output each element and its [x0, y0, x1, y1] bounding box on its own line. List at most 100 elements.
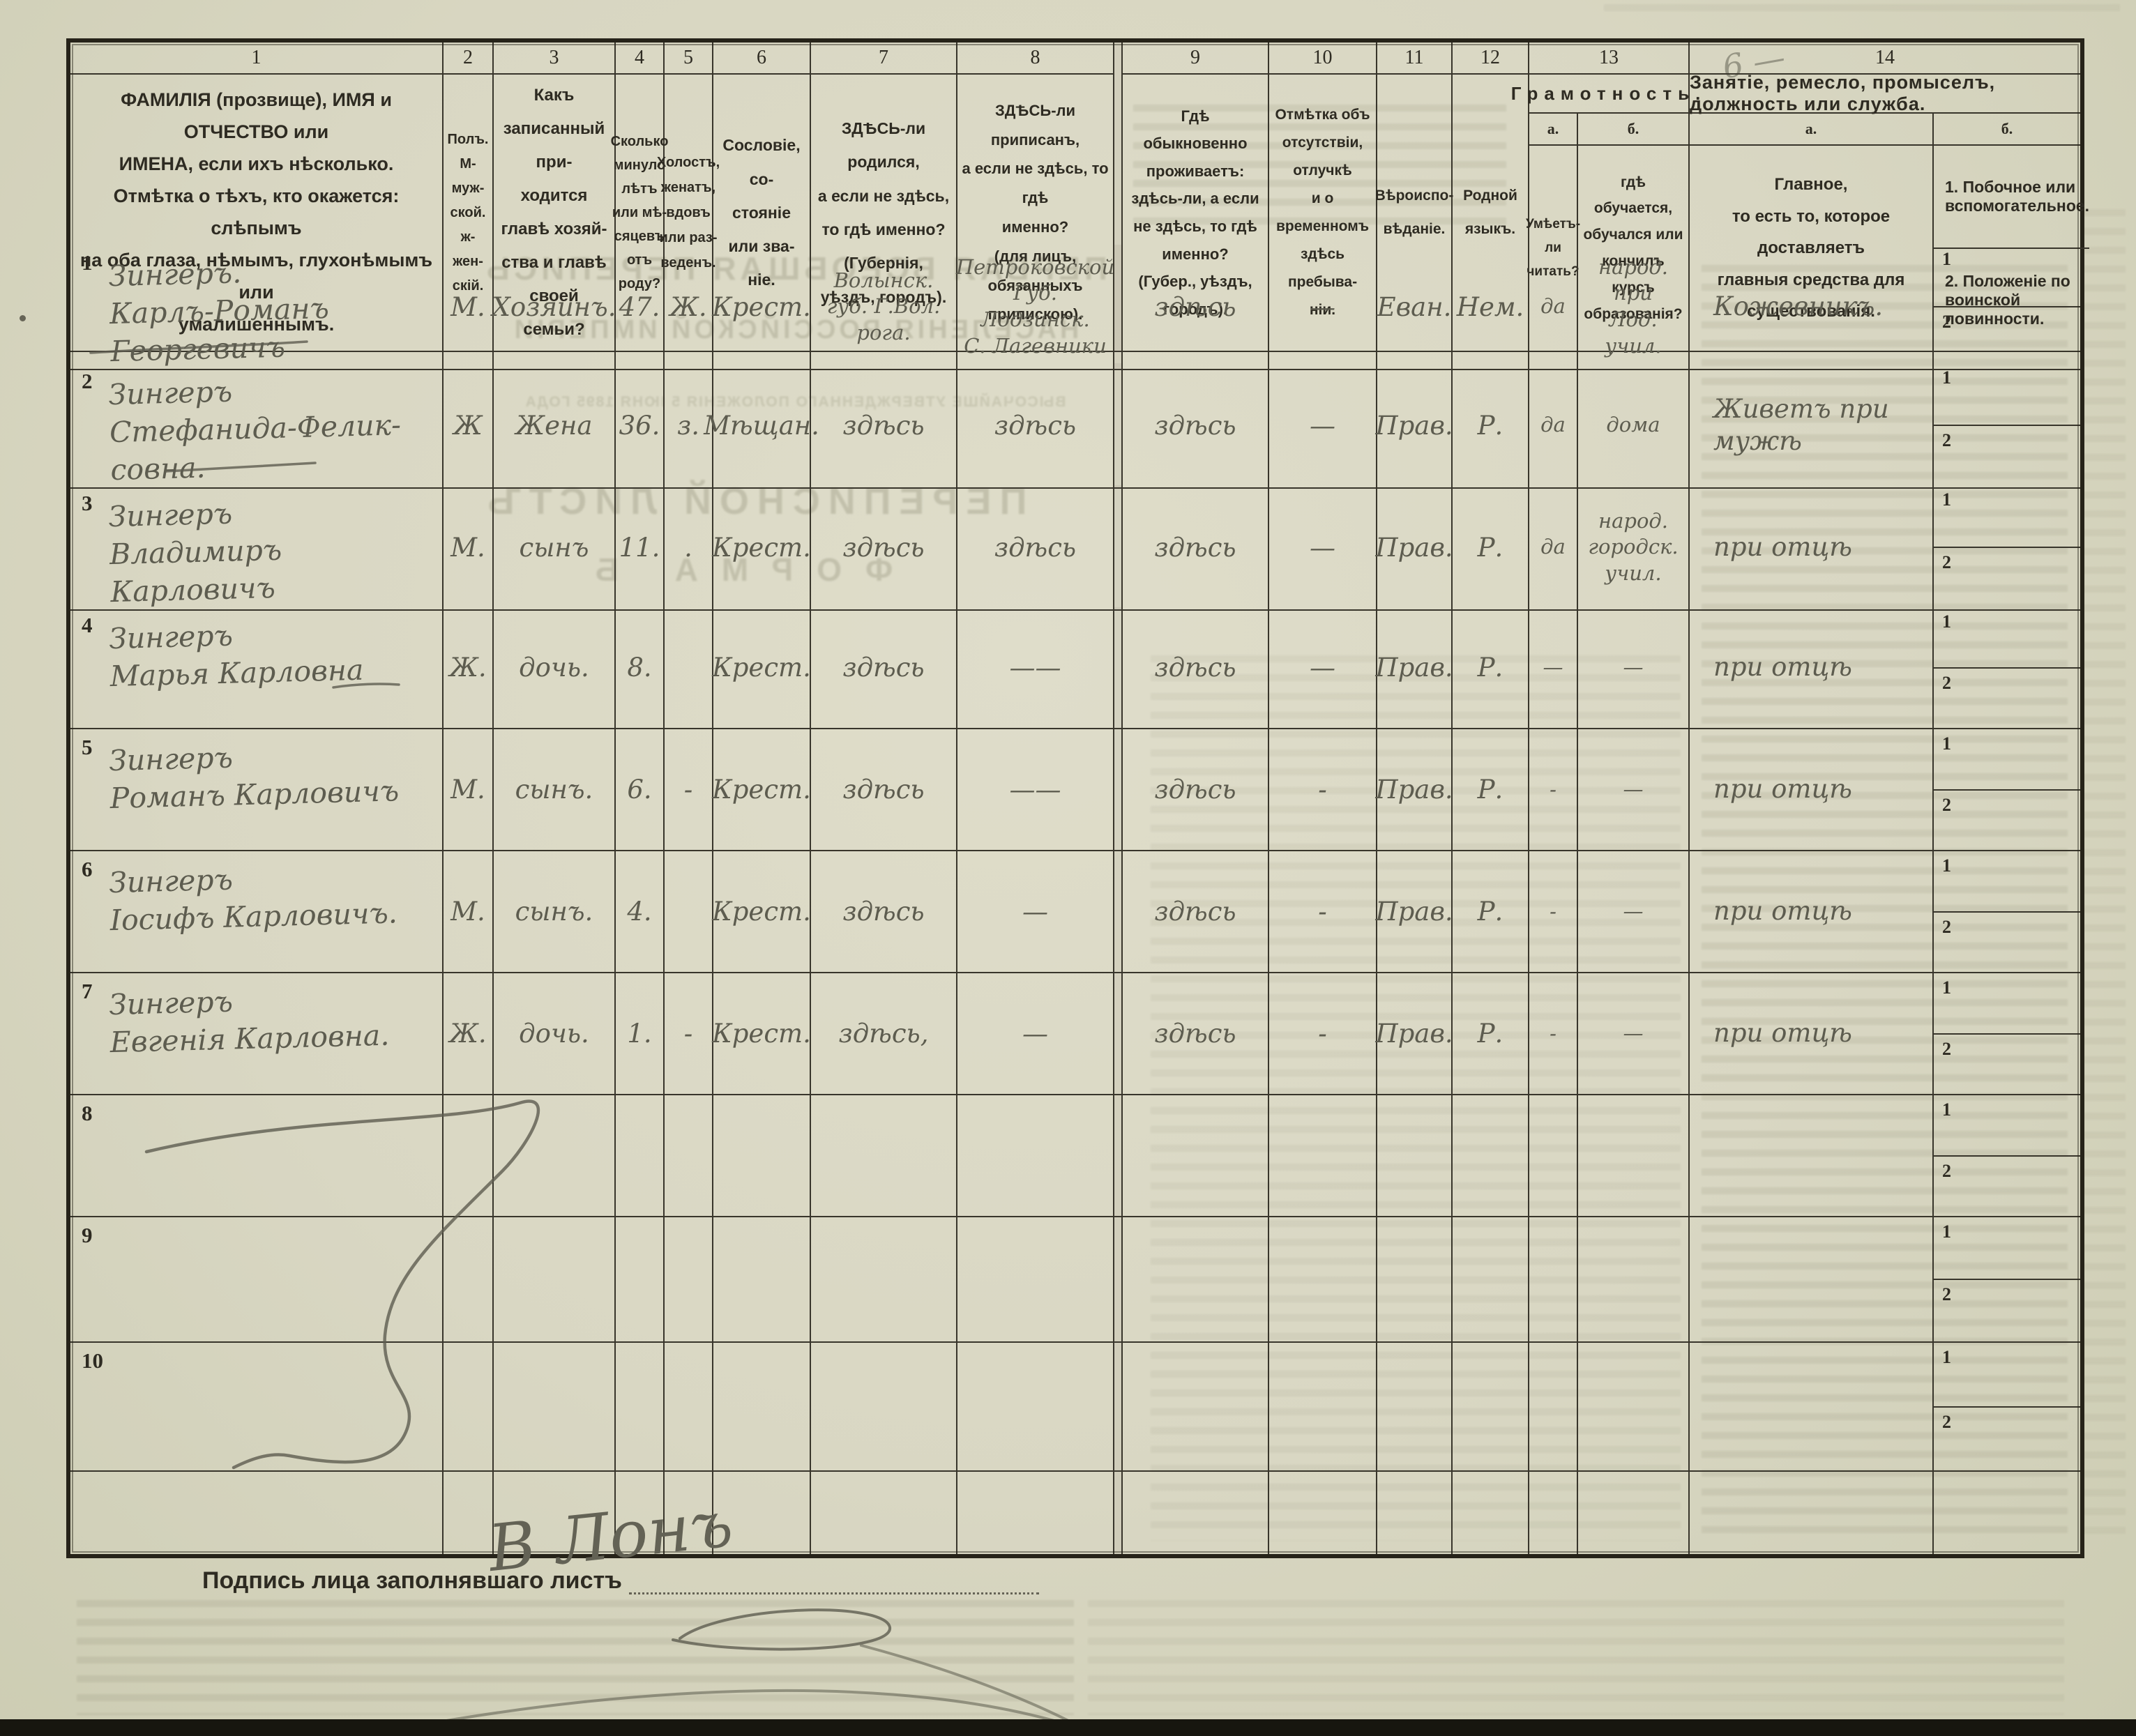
side-occupation-2: 2 — [1934, 1408, 2080, 1471]
subcell-label: 2 — [1942, 1038, 1951, 1059]
side-occupation-2: 2 — [1934, 1280, 2080, 1341]
cell-sex: Ж. — [444, 973, 494, 1095]
col-number: 12 — [1453, 43, 1528, 75]
literacy-education-header: гдѣ обучается, обучался или кончилъ курс… — [1583, 174, 1683, 322]
cell-birthplace — [811, 1095, 957, 1217]
subcol-a-label: а. — [1690, 114, 1934, 144]
signature-dotted-line — [628, 1571, 1039, 1594]
table-row: 4 Зингеръ Марья Карловна Ж. дочь. 8. Крес… — [70, 607, 2080, 729]
col-number: 9 — [1123, 43, 1268, 75]
cell-education — [1578, 1217, 1690, 1343]
cell-literacy — [1529, 1217, 1578, 1343]
col-number: 10 — [1269, 43, 1376, 75]
cell-estate: Крест. — [712, 607, 811, 729]
col-header-text: Вѣроиспо- вѣданіе. — [1374, 187, 1454, 237]
subcell-label: 1 — [1942, 977, 1951, 998]
page-fold-gap — [1114, 245, 1123, 371]
cell-age — [616, 1217, 665, 1343]
side-occupation-1: 1 — [1934, 1217, 2080, 1280]
cell-birthplace: здѣсь, — [811, 973, 957, 1095]
cell-estate: Крест. — [712, 245, 811, 371]
cell-occupation-main: при отцѣ — [1690, 973, 1934, 1095]
cell-birthplace — [811, 1472, 957, 1554]
cell-name: 8 — [70, 1095, 444, 1217]
bleedthrough-lines — [1702, 265, 2068, 1541]
cell-age: 1. — [616, 973, 665, 1095]
cell-estate: Крест. — [712, 729, 811, 851]
cell-religion: Прав. — [1375, 485, 1453, 611]
subcol-letters: а. б. — [1529, 114, 1688, 146]
cell-education: — — [1578, 607, 1690, 729]
cell-religion: Прав. — [1375, 729, 1453, 851]
row-number: 4 — [82, 613, 93, 637]
cell-age: 6. — [616, 729, 665, 851]
cell-relation: сынъ. — [494, 851, 616, 973]
handwritten-name: Зингеръ Владимиръ Карловичъ — [108, 496, 282, 609]
cell-absence — [1269, 1343, 1377, 1472]
col-header-relation: 3 Какъ записанный при- ходится главѣ хоз… — [494, 43, 616, 352]
occupation-side-header: 1. Побочное или вспомогательное. 2. Поло… — [1934, 146, 2090, 351]
row-number: 3 — [82, 491, 93, 515]
cell-birthplace — [811, 1217, 957, 1343]
cell-sex: М. — [444, 851, 494, 973]
cell-registration — [957, 1343, 1114, 1472]
cell-relation: сынъ — [494, 485, 616, 611]
row-number: 1 — [82, 250, 93, 275]
cell-relation: дочь. — [494, 607, 616, 729]
cell-religion: Прав. — [1375, 363, 1453, 489]
page-fold-gap — [1114, 363, 1123, 489]
cell-residence: здѣсь — [1123, 729, 1269, 851]
cell-occupation-side: 1 2 — [1934, 485, 2080, 611]
cell-occupation-side — [1934, 1472, 2080, 1554]
col-header-residence: 9 Гдѣ обыкновенно проживаетъ: здѣсь-ли, … — [1123, 43, 1269, 352]
col-header-absence: 10 Отмѣтка объ отсутствіи, отлучкѣ и о в… — [1269, 43, 1377, 352]
subcell-label: 1 — [1942, 611, 1951, 632]
cell-occupation-main — [1690, 1472, 1934, 1554]
cell-occupation-side: 1 2 — [1934, 1095, 2080, 1217]
col-header-occupation-group: 14 Занятіе, ремесло, промыселъ, должност… — [1690, 43, 2090, 352]
cell-sex: М. — [444, 245, 494, 371]
row-number: 7 — [82, 979, 93, 1003]
table-row: 2 Зингеръ Стефанида-Фелик- совна. Ж Жена … — [70, 363, 2080, 489]
side-occupation-1: 1 — [1934, 245, 2080, 308]
side-occupation-1: 1 — [1934, 1343, 2080, 1408]
cell-occupation-main — [1690, 1095, 1934, 1217]
table-header-row: 1 ФАМИЛІЯ (прозвище), ИМЯ и ОТЧЕСТВО или… — [70, 43, 2090, 352]
row-number: 9 — [82, 1223, 93, 1247]
cell-estate — [713, 1343, 811, 1472]
cell-marital — [665, 1095, 713, 1217]
row-number: 2 — [82, 369, 93, 393]
census-table: 1 ФАМИЛІЯ (прозвище), ИМЯ и ОТЧЕСТВО или… — [66, 38, 2090, 1558]
cell-registration: —— — [957, 607, 1114, 729]
col-header-marital: 5 Холостъ, женатъ, вдовъ или раз- веденъ… — [657, 43, 720, 352]
cell-occupation-main: при отцѣ — [1690, 851, 1934, 973]
col-number: 3 — [494, 43, 614, 75]
cell-religion: Еван. — [1377, 245, 1453, 371]
cell-education: — — [1578, 729, 1690, 851]
subcol-b-label: б. — [2001, 120, 2013, 137]
subcell-label: 2 — [1942, 430, 1951, 451]
table-row — [70, 1472, 2080, 1554]
cell-absence — [1269, 1472, 1377, 1554]
row-number: 8 — [82, 1101, 93, 1125]
cell-literacy: да — [1529, 485, 1578, 611]
subcell-label: 1 — [1942, 489, 1951, 510]
cell-name: 2 Зингеръ Стефанида-Фелик- совна. — [70, 363, 444, 489]
subcell-label: 1 — [1942, 733, 1951, 754]
cell-birthplace: здѣсь — [811, 607, 957, 729]
side-occupation-1: 1 — [1934, 851, 2080, 913]
cell-occupation-side: 1 2 — [1934, 607, 2080, 729]
cell-registration — [957, 1217, 1114, 1343]
col-header-sex: 2 Полъ. М-муж- ской. ж-жен- скій. — [444, 43, 494, 352]
cell-marital: з. — [665, 363, 713, 489]
cell-occupation-main — [1690, 1217, 1934, 1343]
cell-residence: здѣсь — [1123, 245, 1269, 371]
subcell-label: 2 — [1942, 916, 1951, 937]
cell-registration: —— — [957, 729, 1114, 851]
cell-estate — [713, 1095, 811, 1217]
handwritten-name: Зингеръ Стефанида-Фелик- совна. — [108, 374, 402, 487]
side-occupation-2: 2 — [1934, 548, 2080, 609]
cell-name: 7 Зингеръ Евгенія Карловна. — [70, 973, 444, 1095]
subcell-label: 2 — [1942, 312, 1951, 333]
page-fold-gap — [1114, 729, 1123, 851]
